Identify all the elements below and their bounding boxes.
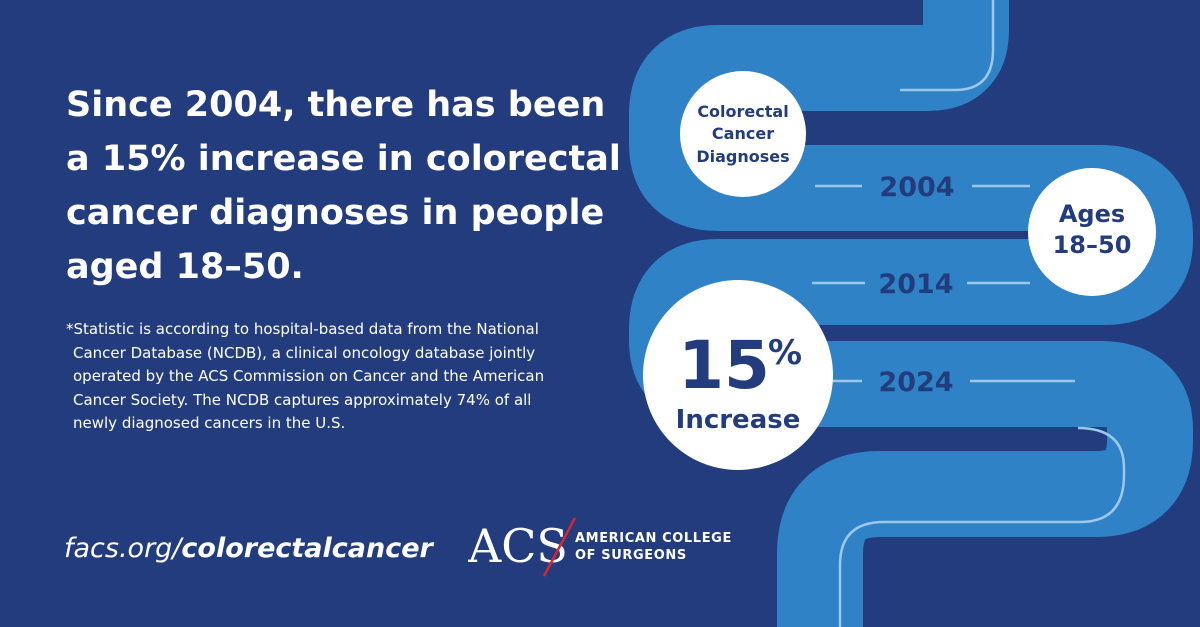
url-path: colorectalcancer — [181, 533, 433, 564]
footnote: *Statistic is according to hospital-base… — [66, 318, 626, 436]
circle-diagnoses-line: Colorectal — [697, 102, 788, 121]
circle-diagnoses-line: Cancer — [712, 124, 774, 143]
logo-slash — [542, 518, 577, 577]
headline-line: a 15% increase in colorectal — [66, 139, 621, 179]
increase-number: 15 — [678, 327, 770, 404]
headline-line: Since 2004, there has been — [66, 85, 606, 125]
footnote-line: operated by the ACS Commission on Cancer… — [73, 367, 545, 385]
logo-line: OF SURGEONS — [575, 548, 687, 563]
url-prefix: facs.org/ — [64, 533, 182, 564]
circle-diagnoses-line: Diagnoses — [696, 147, 789, 166]
year-label: 2014 — [878, 269, 953, 300]
circle-increase — [643, 280, 833, 470]
tube-center-line — [900, 0, 995, 92]
increase-label: Increase — [676, 405, 801, 435]
logo-line: AMERICAN COLLEGE — [575, 531, 732, 546]
circle-ages — [1028, 168, 1156, 296]
website-link[interactable]: facs.org/colorectalcancer — [64, 533, 433, 564]
footnote-line: Cancer Database (NCDB), a clinical oncol… — [73, 343, 536, 362]
headline-line: cancer diagnoses in people — [66, 193, 605, 233]
headline-line: aged 18–50. — [66, 247, 304, 287]
year-label: 2024 — [878, 367, 953, 398]
acs-logo-text: AMERICAN COLLEGE OF SURGEONS — [575, 530, 732, 564]
increase-percent-symbol: % — [768, 333, 802, 373]
tube-center-line — [838, 426, 1126, 627]
footnote-line: newly diagnosed cancers in the U.S. — [73, 414, 346, 432]
footnote-line: *Statistic is according to hospital-base… — [66, 320, 539, 338]
acs-logo: ACS — [468, 518, 577, 577]
circle-ages-line: 18–50 — [1053, 231, 1132, 259]
footnote-line: Cancer Society. The NCDB captures approx… — [73, 390, 532, 409]
colon-tube — [629, 0, 1193, 627]
circle-ages-line: Ages — [1059, 200, 1125, 228]
headline: Since 2004, there has been a 15% increas… — [66, 78, 626, 294]
year-label: 2004 — [879, 172, 954, 203]
circle-diagnoses — [680, 71, 806, 197]
